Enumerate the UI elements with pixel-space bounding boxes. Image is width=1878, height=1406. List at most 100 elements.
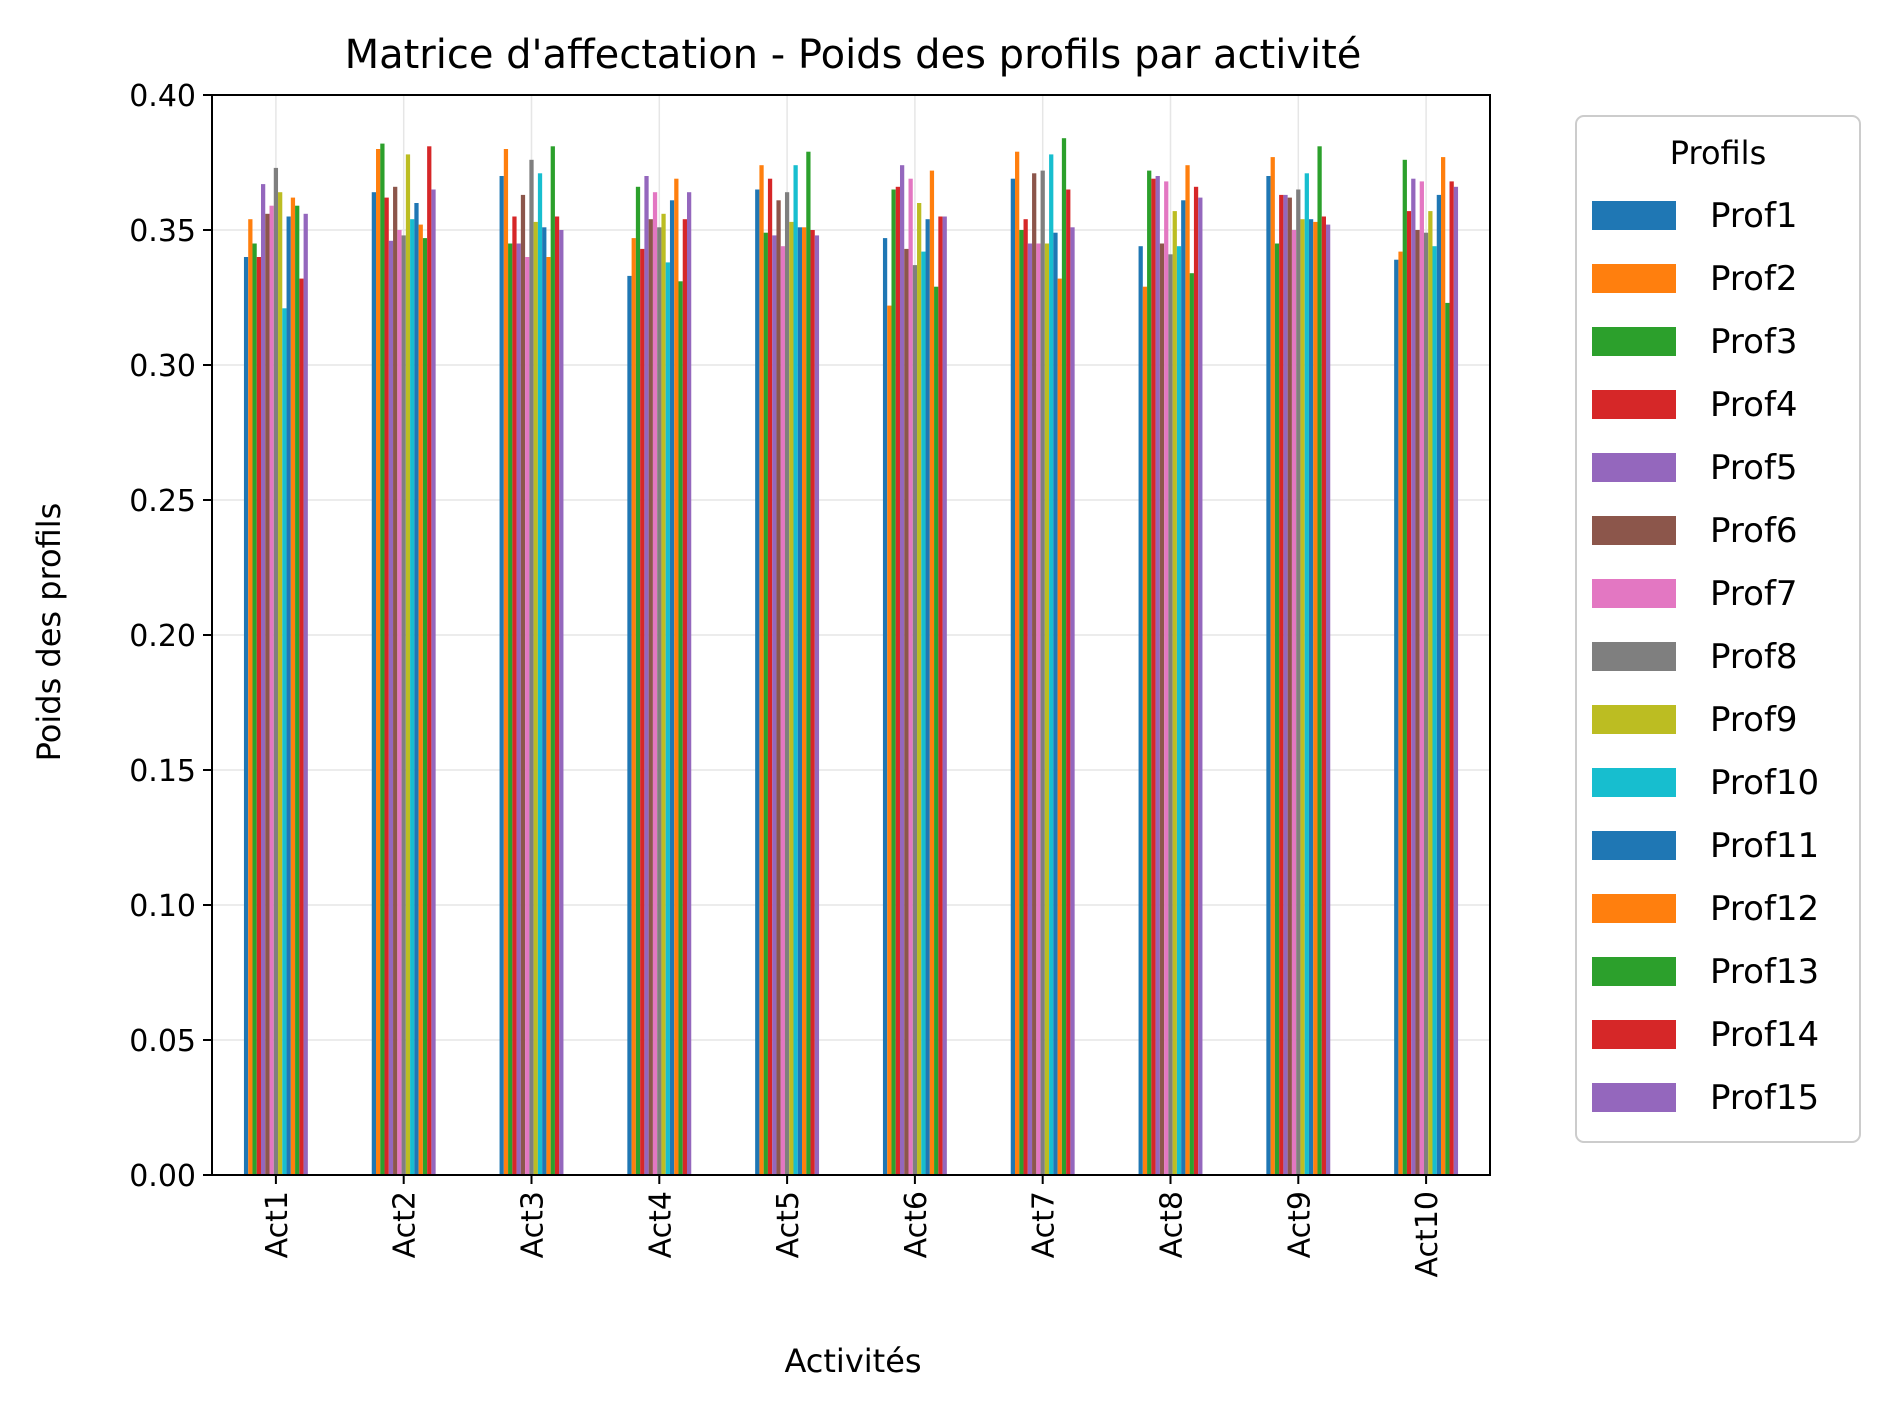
bar-prof5-act9: [1283, 194, 1288, 1175]
legend-label-prof7: Prof7: [1710, 574, 1798, 614]
legend-label-prof4: Prof4: [1710, 385, 1798, 425]
legend-label-prof11: Prof11: [1710, 826, 1819, 866]
bar-prof2-act5: [759, 165, 764, 1175]
bar-prof13-act4: [678, 281, 683, 1175]
bar-prof5-act10: [1411, 178, 1416, 1175]
bar-prof3-act8: [1147, 170, 1152, 1176]
bar-prof8-act10: [1423, 232, 1429, 1175]
bar-prof11-act7: [1053, 232, 1058, 1175]
bar-prof1-act6: [882, 238, 888, 1176]
bar-prof3-act4: [635, 186, 641, 1176]
bar-prof8-act7: [1040, 170, 1045, 1176]
y-tick-label: 0.10: [129, 889, 196, 924]
bar-prof7-act6: [908, 178, 913, 1175]
bar-prof13-act6: [934, 286, 939, 1175]
bar-prof7-act3: [525, 257, 530, 1175]
legend-label-prof14: Prof14: [1710, 1015, 1819, 1055]
bar-prof1-act9: [1266, 176, 1271, 1175]
bar-prof2-act1: [248, 219, 253, 1175]
x-tick-label: Act4: [643, 1191, 678, 1258]
bar-prof12-act3: [546, 257, 551, 1175]
legend-label-prof1: Prof1: [1710, 196, 1798, 236]
bar-prof1-act10: [1394, 259, 1399, 1175]
bar-prof14-act3: [554, 216, 560, 1175]
bar-prof9-act1: [278, 192, 283, 1175]
legend-swatch-prof10: [1592, 768, 1676, 797]
bar-prof10-act1: [282, 308, 287, 1175]
bar-prof2-act8: [1142, 286, 1148, 1175]
bar-prof4-act5: [767, 178, 773, 1175]
bar-prof15-act5: [814, 235, 820, 1175]
bar-prof11-act3: [542, 227, 547, 1176]
bar-prof4-act7: [1023, 219, 1028, 1175]
bar-prof11-act6: [925, 219, 930, 1175]
legend-swatch-prof1: [1592, 201, 1676, 230]
legend: Profils Prof1Prof2Prof3Prof4Prof5Prof6Pr…: [1575, 115, 1861, 1143]
bar-prof9-act5: [789, 221, 794, 1175]
x-tick-label: Act7: [1027, 1191, 1062, 1258]
bar-prof3-act2: [380, 143, 385, 1176]
bar-prof11-act5: [797, 227, 803, 1176]
bar-prof1-act7: [1010, 178, 1016, 1175]
legend-swatch-prof4: [1592, 390, 1676, 419]
bar-prof6-act8: [1159, 243, 1165, 1175]
bar-prof8-act5: [784, 192, 790, 1175]
bar-prof8-act9: [1296, 189, 1301, 1175]
bar-prof12-act4: [674, 178, 679, 1175]
bar-prof12-act5: [802, 227, 807, 1176]
bar-prof7-act10: [1419, 181, 1424, 1175]
y-axis-label: Poids des profils: [30, 503, 68, 762]
legend-swatch-prof12: [1592, 894, 1676, 923]
legend-swatch-prof8: [1592, 642, 1676, 671]
legend-label-prof3: Prof3: [1710, 322, 1798, 362]
bar-prof7-act5: [780, 246, 785, 1175]
bar-prof3-act7: [1019, 230, 1024, 1175]
bar-prof4-act6: [895, 186, 900, 1176]
bar-prof3-act6: [891, 189, 896, 1175]
bar-prof8-act8: [1168, 254, 1173, 1176]
bar-prof13-act1: [295, 205, 300, 1175]
y-tick-label: 0.30: [129, 349, 196, 384]
bar-prof11-act1: [286, 216, 291, 1175]
bar-prof14-act6: [938, 216, 943, 1175]
bar-prof4-act9: [1279, 194, 1284, 1175]
bar-prof6-act9: [1287, 197, 1292, 1176]
bar-prof15-act1: [303, 213, 308, 1176]
bar-prof10-act2: [410, 219, 415, 1175]
y-tick-label: 0.40: [129, 79, 196, 114]
bar-prof8-act1: [273, 167, 279, 1175]
bar-prof13-act10: [1445, 302, 1450, 1175]
bar-prof5-act3: [516, 243, 521, 1175]
bar-prof5-act4: [644, 176, 649, 1175]
legend-label-prof9: Prof9: [1710, 700, 1798, 740]
bar-prof13-act5: [806, 151, 811, 1175]
bar-prof3-act1: [252, 243, 257, 1175]
bar-prof14-act9: [1321, 216, 1326, 1175]
x-tick-label: Act9: [1282, 1191, 1317, 1258]
bar-prof9-act8: [1172, 211, 1177, 1176]
legend-label-prof13: Prof13: [1710, 952, 1819, 992]
bar-prof13-act3: [550, 146, 555, 1175]
bar-prof5-act8: [1155, 176, 1160, 1175]
legend-swatch-prof7: [1592, 579, 1676, 608]
bar-prof6-act3: [520, 194, 526, 1175]
bar-prof4-act2: [384, 197, 389, 1176]
y-axis-ticks: 0.00 0.05 0.10 0.15 0.20 0.25 0.30 0.35 0.40: [129, 79, 212, 1194]
legend-swatch-prof6: [1592, 516, 1676, 545]
x-tick-label: Act10: [1410, 1191, 1445, 1277]
bar-prof13-act2: [422, 238, 428, 1176]
bar-prof15-act3: [559, 230, 564, 1175]
y-tick-label: 0.35: [129, 214, 196, 249]
bar-prof15-act2: [431, 189, 436, 1175]
bar-prof9-act9: [1300, 219, 1305, 1175]
bar-prof15-act6: [942, 216, 947, 1175]
bar-prof6-act6: [904, 248, 909, 1175]
bar-prof7-act9: [1291, 230, 1297, 1175]
bar-prof14-act8: [1193, 186, 1199, 1176]
x-tick-label: Act1: [260, 1191, 295, 1258]
legend-items: Prof1 Prof2 Prof3 Prof4 Prof5 Prof6 Prof7 Prof8…: [1592, 196, 1819, 1118]
bar-prof7-act1: [269, 205, 274, 1175]
bar-prof4-act3: [512, 216, 517, 1175]
bar-prof10-act5: [793, 165, 798, 1175]
